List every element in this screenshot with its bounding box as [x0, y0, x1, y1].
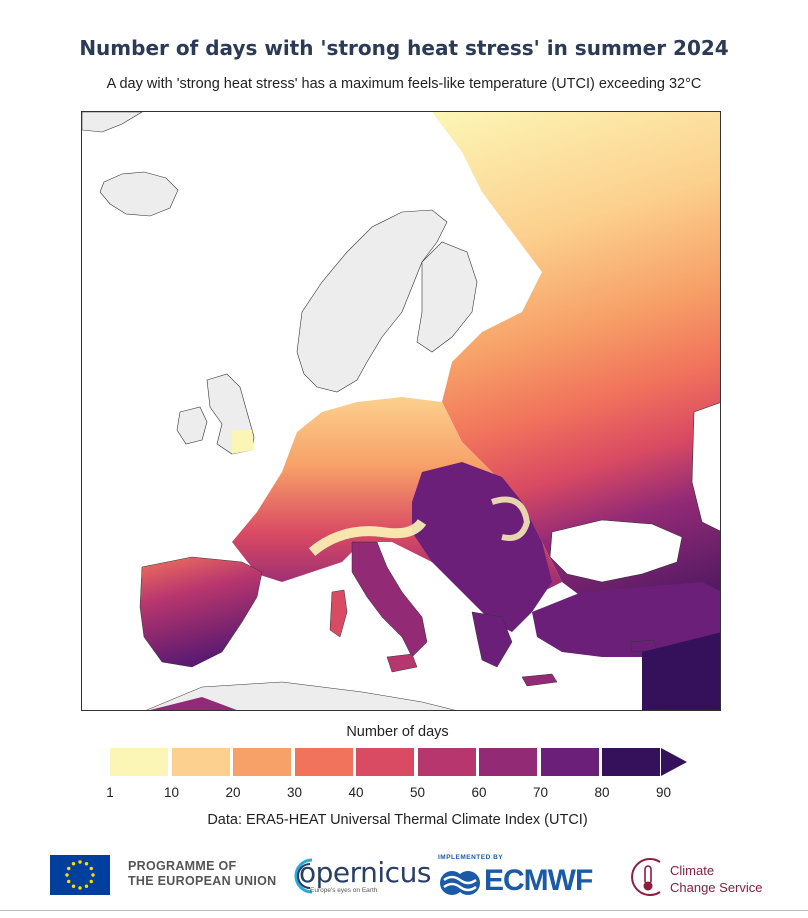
eu-star-icon — [65, 873, 69, 877]
finland-land — [416, 241, 478, 353]
chart-subtitle: A day with 'strong heat stress' has a ma… — [106, 76, 702, 92]
eu-star-icon — [71, 884, 76, 888]
eu-star-icon — [91, 873, 95, 877]
colorbar-bin-40-50 — [356, 748, 414, 776]
eu-star-icon — [89, 866, 93, 871]
iberia-heat — [139, 556, 263, 668]
colorbar-tick-label: 20 — [225, 785, 241, 800]
colorbar-tick-label: 30 — [286, 785, 303, 800]
chart-title: Number of days with 'strong heat stress'… — [79, 36, 729, 60]
eu-star-icon — [84, 884, 89, 888]
caspian-sea — [691, 402, 720, 532]
uk-heat-patch — [232, 430, 254, 454]
colorbar-bin-60-70 — [479, 748, 537, 776]
colorbar — [110, 748, 700, 776]
copernicus-c-icon — [294, 858, 313, 894]
eu-line-1: PROGRAMME OF — [128, 859, 237, 873]
ecmwf-swirl-icon — [440, 871, 480, 895]
copernicus-wordmark: opernicus — [299, 856, 431, 889]
black-sea — [549, 519, 683, 583]
c3s-text: Climate Change Service — [670, 862, 763, 896]
middle-east-heat — [642, 632, 720, 710]
ireland-land — [176, 406, 208, 445]
ecmwf-logo: IMPLEMENTED BY ECMWF — [436, 852, 606, 900]
eu-star-icon — [78, 886, 82, 890]
colorbar-tick-label: 1 — [106, 785, 114, 800]
eu-stars-icon — [65, 860, 95, 890]
legend-title: Number of days — [346, 724, 449, 740]
eu-star-icon — [71, 862, 76, 866]
map-canvas — [82, 112, 720, 710]
crete-heat — [521, 673, 558, 687]
colorbar-tick-label: 10 — [163, 785, 180, 800]
italy-heat — [351, 541, 428, 658]
colorbar-tick-label: 50 — [409, 785, 426, 800]
sicily-heat — [386, 653, 418, 673]
colorbar-ticks: 1 10 20 30 40 50 60 70 80 90 — [0, 785, 808, 803]
colorbar-overflow-arrow — [660, 748, 687, 776]
colorbar-tick-label: 90 — [655, 785, 672, 800]
greenland-land — [82, 112, 143, 133]
copernicus-tagline: Europe's eyes on Earth — [310, 887, 378, 894]
logos-bar: PROGRAMME OF THE EUROPEAN UNION opernicu… — [0, 848, 808, 908]
c3s-line-2: Change Service — [670, 880, 763, 895]
ecmwf-wordmark: ECMWF — [484, 864, 593, 897]
carpathians-cool-band — [491, 496, 531, 541]
colorbar-bin-30-40 — [294, 748, 353, 776]
colorbar-tick-label: 80 — [594, 785, 610, 800]
colorbar-tick-label: 60 — [471, 785, 487, 800]
eu-star-icon — [89, 879, 93, 884]
colorbar-bin-1-10 — [110, 748, 168, 776]
sardinia-heat — [329, 589, 348, 638]
colorbar-tick-label: 70 — [532, 785, 549, 800]
c3s-line-1: Climate — [670, 863, 715, 878]
iceland-land — [99, 171, 179, 217]
north-africa-heat — [150, 697, 237, 710]
alps-cool-band — [308, 518, 427, 556]
c3s-logo: Climate Change Service — [630, 852, 780, 900]
eu-programme-text: PROGRAMME OF THE EUROPEAN UNION — [128, 859, 276, 889]
eu-star-icon — [84, 862, 89, 866]
eu-star-icon — [67, 866, 71, 871]
thermometer-icon — [631, 858, 661, 896]
eu-flag-logo — [50, 855, 110, 895]
greece-heat — [471, 611, 513, 668]
colorbar-bin-20-30 — [233, 748, 291, 776]
colorbar-bin-70-80 — [540, 748, 599, 776]
north-africa-land — [146, 681, 456, 710]
colorbar-bin-80-90 — [602, 748, 660, 776]
eu-star-icon — [78, 860, 82, 864]
colorbar-bin-50-60 — [417, 748, 476, 776]
colorbar-tick-label: 40 — [348, 785, 364, 800]
data-source: Data: ERA5-HEAT Universal Thermal Climat… — [207, 812, 588, 828]
heat-stress-map — [81, 111, 721, 711]
eu-star-icon — [67, 879, 71, 884]
eu-line-2: THE EUROPEAN UNION — [128, 874, 277, 888]
ecmwf-implemented-by: IMPLEMENTED BY — [438, 854, 504, 861]
copernicus-logo: opernicus Europe's eyes on Earth — [290, 852, 431, 900]
colorbar-bin-10-20 — [171, 748, 230, 776]
bottom-divider — [0, 910, 808, 911]
